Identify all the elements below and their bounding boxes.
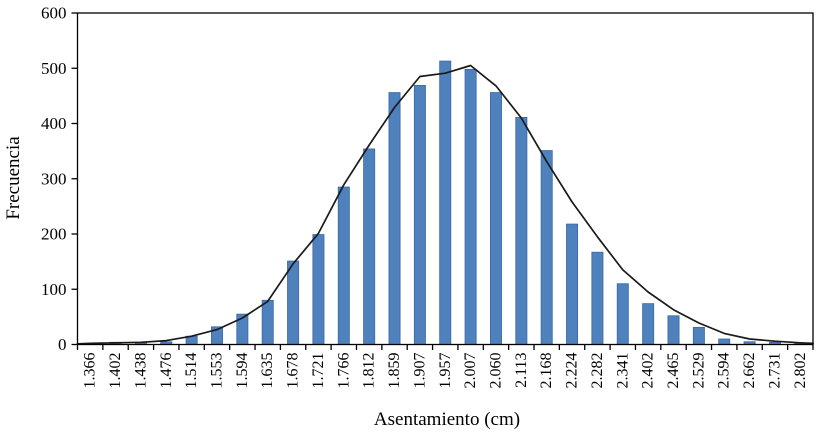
x-tick-label-2.594: 2.594 [716, 353, 733, 389]
histogram-bar-2.007 [464, 68, 477, 345]
x-tick-label-1.553: 1.553 [209, 353, 226, 389]
histogram-bar-2.529 [692, 326, 705, 345]
plot-area: 0 100 200 300 400 500 600 1.366 1.402 1.438 1.476 1… [41, 4, 814, 389]
y-tick-label: 400 [41, 114, 67, 133]
histogram-bar-2.224 [566, 223, 579, 345]
x-tick-label-2.168: 2.168 [538, 353, 555, 389]
x-tick-label-2.113: 2.113 [513, 353, 530, 388]
x-tick-label-1.438: 1.438 [132, 353, 149, 389]
x-tick-label-1.366: 1.366 [82, 353, 99, 389]
histogram-bar-2.060 [489, 92, 502, 345]
histogram-bar-2.465 [667, 315, 680, 345]
histogram-bar-2.341 [616, 283, 629, 345]
y-axis-title: Frecuencia [3, 136, 24, 220]
x-tick-label-1.812: 1.812 [361, 353, 378, 389]
x-tick-label-2.402: 2.402 [640, 353, 657, 389]
x-tick-label-2.007: 2.007 [462, 353, 479, 389]
histogram-bar-2.402 [642, 303, 655, 345]
x-tick-label-1.766: 1.766 [335, 353, 352, 389]
histogram-bar-1.859 [388, 92, 401, 345]
x-tick-label-2.529: 2.529 [690, 353, 707, 389]
x-axis-title: Asentamiento (cm) [374, 409, 520, 430]
y-tick-label: 200 [41, 225, 67, 244]
histogram-bar-1.721 [312, 234, 325, 345]
histogram-bar-2.168 [540, 150, 553, 345]
histogram-bar-2.113 [515, 117, 528, 345]
x-tick-label-1.514: 1.514 [183, 353, 200, 389]
x-tick-label-2.060: 2.060 [488, 353, 505, 389]
histogram-bar-1.812 [363, 148, 376, 345]
distribution-curve [76, 64, 814, 345]
x-tick-label-2.731: 2.731 [767, 353, 784, 389]
histogram-bar-1.957 [439, 60, 452, 345]
x-tick-label-1.907: 1.907 [411, 353, 428, 389]
x-tick-label-2.802: 2.802 [792, 353, 809, 389]
x-tick-label-2.465: 2.465 [665, 353, 682, 389]
x-tick-label-1.859: 1.859 [386, 353, 403, 389]
histogram-bar-1.766 [337, 186, 350, 345]
histogram-bar-2.594 [718, 338, 731, 345]
x-tick-label-1.957: 1.957 [437, 353, 454, 389]
x-tick-label-1.678: 1.678 [285, 353, 302, 389]
x-tick-label-1.476: 1.476 [158, 353, 175, 389]
x-tick-label-1.635: 1.635 [259, 353, 276, 389]
histogram-bar-1.678 [287, 260, 300, 345]
y-tick-label: 300 [41, 169, 67, 188]
histogram-bar-1.635 [261, 299, 274, 345]
x-tick-label-1.594: 1.594 [234, 353, 251, 389]
x-tick-label-2.224: 2.224 [564, 353, 581, 389]
x-tick-label-1.402: 1.402 [107, 353, 124, 389]
histogram-bar-1.907 [413, 84, 426, 345]
x-tick-label-1.721: 1.721 [310, 353, 327, 389]
histogram-bar-2.282 [591, 251, 604, 345]
y-tick-label: 500 [41, 59, 67, 78]
y-tick-label: 100 [41, 280, 67, 299]
x-tick-label-2.282: 2.282 [589, 353, 606, 389]
y-tick-label: 0 [58, 335, 67, 354]
x-tick-label-2.341: 2.341 [614, 353, 631, 389]
x-tick-label-2.662: 2.662 [741, 353, 758, 389]
y-tick-label: 600 [41, 4, 67, 23]
